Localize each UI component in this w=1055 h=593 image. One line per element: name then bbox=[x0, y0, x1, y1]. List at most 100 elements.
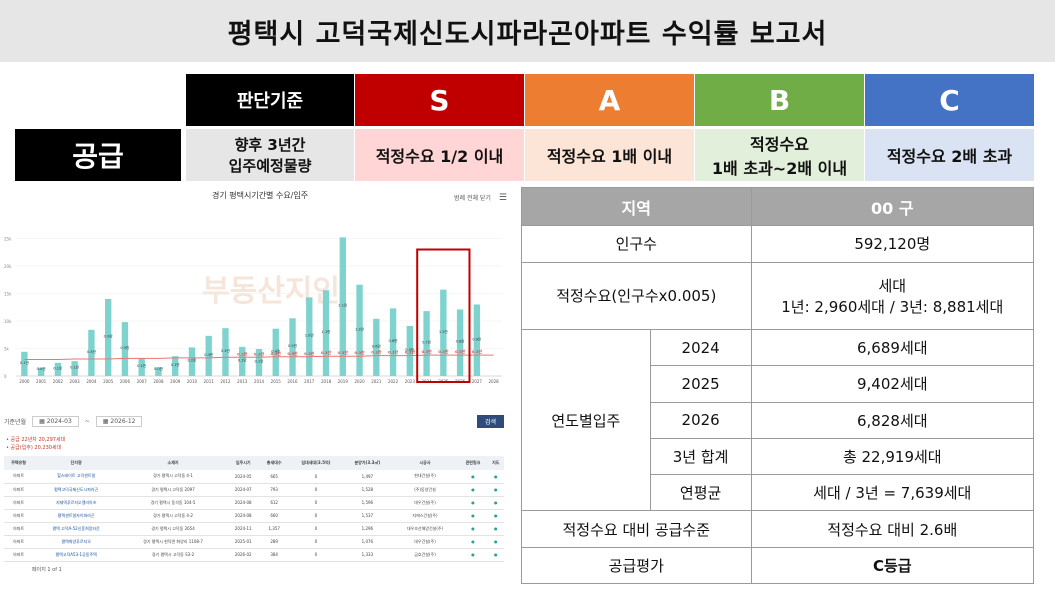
demand-line bbox=[24, 354, 494, 360]
year-label: 2025 bbox=[649, 365, 752, 403]
complex-name-link[interactable]: 평택고덕A53-1공동주택 bbox=[55, 551, 97, 557]
complex-name-link[interactable]: 평택 고덕A-52신혼희망타운 bbox=[52, 525, 100, 531]
supply-bar bbox=[88, 329, 95, 376]
x-tick-label: 2016 bbox=[287, 379, 298, 384]
year-row: 연도별입주 2024 6,689세대 bbox=[521, 329, 1035, 512]
table-cell: 아파트 bbox=[13, 551, 25, 557]
date-to-input[interactable]: ▦ 2026-12 bbox=[95, 415, 143, 427]
year-row: 3년 합계 총 22,919세대 bbox=[522, 437, 1035, 476]
link-icon[interactable]: ● bbox=[471, 526, 475, 531]
x-tick-label: 2000 bbox=[19, 379, 30, 384]
link-icon[interactable]: ● bbox=[471, 539, 475, 544]
table-cell: 1,537 bbox=[361, 513, 374, 518]
table-cell: 2024-08 bbox=[234, 500, 252, 505]
supply-bar bbox=[389, 308, 397, 376]
map-icon[interactable]: ● bbox=[494, 552, 498, 557]
table-cell: 1,296 bbox=[361, 526, 374, 531]
table-cell: 경기 평택시 고덕동 2097 bbox=[151, 486, 195, 492]
demand-label: 0.3만 bbox=[388, 350, 399, 355]
highlight-box bbox=[416, 248, 471, 383]
chart-title: 경기 평택시기간별 수요/입주 bbox=[212, 191, 309, 200]
criteria-cell-b: 적정수요 1배 초과~2배 이내 bbox=[695, 129, 864, 181]
table-cell: 2024-07 bbox=[234, 487, 252, 492]
map-icon[interactable]: ● bbox=[494, 539, 498, 544]
note-1: • 공급 22년차 20,297세대 bbox=[6, 437, 66, 443]
complex-name-link[interactable]: 지제역푸르지오엘리아츠 bbox=[55, 499, 97, 505]
supply-bar bbox=[339, 237, 346, 376]
map-icon[interactable]: ● bbox=[494, 473, 498, 479]
pager[interactable]: 페이지 1 of 1 bbox=[32, 567, 62, 573]
map-icon[interactable]: ● bbox=[494, 500, 498, 505]
bar-label: 0.1만 bbox=[171, 362, 181, 367]
bar-label: 0.1만 bbox=[53, 365, 63, 370]
x-tick-label: 2021 bbox=[371, 379, 382, 384]
table-cell: 경기 평택시 고덕동 2654 bbox=[151, 525, 195, 531]
complex-name-link[interactable]: 평택센트럴자이파라곤 bbox=[57, 512, 95, 518]
bar-label: 0.0만 bbox=[37, 366, 47, 371]
table-row: 아파트 지제역푸르지오엘리아츠 경기 평택시 동삭동 104-5 2024-08 612… bbox=[4, 496, 504, 509]
x-tick-label: 2023 bbox=[405, 379, 416, 384]
supply-bar bbox=[222, 328, 229, 376]
supply-bar bbox=[456, 309, 464, 376]
year-value: 세대 / 3년 = 7,639세대 bbox=[750, 474, 1035, 512]
bar-label: 1.2만 bbox=[355, 326, 365, 331]
table-cell: 2024-11 bbox=[234, 526, 252, 531]
supply-bar bbox=[373, 318, 380, 376]
demand-value: 세대 1년: 2,960세대 / 3년: 8,881세대 bbox=[750, 261, 1035, 331]
map-icon[interactable]: ● bbox=[494, 526, 498, 531]
demand-label: 0.3만 bbox=[371, 350, 382, 355]
x-tick-label: 2027 bbox=[472, 379, 483, 384]
link-icon[interactable]: ● bbox=[471, 487, 475, 492]
table-cell: 0 bbox=[314, 513, 318, 518]
yearly-label: 연도별입주 bbox=[521, 329, 651, 512]
link-icon[interactable]: ● bbox=[471, 473, 475, 479]
link-icon[interactable]: ● bbox=[471, 500, 475, 505]
eval-row: 공급평가 C등급 bbox=[521, 546, 1035, 585]
table-cell: 0 bbox=[314, 539, 318, 544]
table-cell: 대우건설(주) bbox=[414, 538, 436, 544]
x-tick-label: 2013 bbox=[237, 379, 248, 384]
supply-bar bbox=[104, 299, 112, 376]
table-row: 아파트 평택센트럴자이파라곤 경기 평택시 고덕동 4-2 2024-08 660 0 1,… bbox=[4, 509, 504, 522]
bar-label: 0.4만 bbox=[87, 349, 97, 354]
x-tick-label: 2020 bbox=[354, 379, 365, 384]
demand-label: 적정수요(인구수x0.005) bbox=[521, 261, 752, 331]
link-icon[interactable]: ● bbox=[471, 513, 475, 518]
map-icon[interactable]: ● bbox=[494, 487, 498, 492]
x-tick-label: 2005 bbox=[103, 379, 114, 384]
search-button[interactable]: 검색 bbox=[476, 414, 504, 428]
table-cell: 2024-08 bbox=[234, 513, 252, 518]
link-icon[interactable]: ● bbox=[471, 552, 475, 557]
legend-toggle-button[interactable]: 범례 전체 닫기 ☰ bbox=[454, 193, 507, 203]
map-icon[interactable]: ● bbox=[494, 513, 498, 518]
summary-table: 지역 00 구 인구수 592,120명 적정수요(인구수x0.005) 세대 … bbox=[521, 186, 1035, 585]
complex-name-link[interactable]: 평택고덕국제신도시파라곤 bbox=[54, 486, 99, 492]
year-value: 9,402세대 bbox=[750, 365, 1035, 403]
table-header: 주택유형 bbox=[11, 460, 26, 465]
table-cell: 2024-05 bbox=[234, 473, 252, 479]
table-cell: 대우조선해양건설(주) bbox=[406, 525, 444, 531]
table-cell: 경기 평택시 고덕동 S3-2 bbox=[151, 551, 195, 557]
x-tick-label: 2003 bbox=[70, 379, 81, 384]
year-value: 6,689세대 bbox=[750, 329, 1035, 367]
complex-name-link[interactable]: 평택화양푸르지오 bbox=[61, 538, 91, 544]
demand-label: 0.3만 bbox=[304, 351, 315, 356]
complex-name-link[interactable]: 힐스테이트 고덕센트럴 bbox=[57, 473, 96, 479]
eval-value: C등급 bbox=[750, 546, 1035, 585]
apartment-table: 주택유형 단지명 소재지 입주시기 총세대수 임대세대(3.5억) 분양가(3.… bbox=[4, 456, 504, 562]
supply-bar bbox=[37, 367, 45, 376]
y-tick-label: 20k bbox=[4, 264, 12, 269]
watermark: 부동산지인 bbox=[202, 274, 340, 309]
table-cell: 1,596 bbox=[361, 500, 374, 505]
y-tick-label: 0 bbox=[4, 374, 7, 379]
supply-row-label: 공급 bbox=[15, 129, 181, 181]
supply-bar bbox=[406, 325, 414, 376]
page-title: 평택시 고덕국제신도시파라곤아파트 수익률 보고서 bbox=[227, 18, 828, 50]
summary-header-row: 지역 00 구 bbox=[521, 186, 1035, 227]
y-tick-label: 5k bbox=[4, 347, 10, 352]
date-from-input[interactable]: ▦ 2024-03 bbox=[32, 415, 79, 427]
grade-a: A bbox=[525, 74, 694, 126]
supply-bar bbox=[272, 328, 279, 376]
filter-bar: 기준년월 ▦ 2024-03 ~ ▦ 2026-12 검색 bbox=[4, 414, 504, 428]
table-header: 지도 bbox=[492, 460, 500, 465]
